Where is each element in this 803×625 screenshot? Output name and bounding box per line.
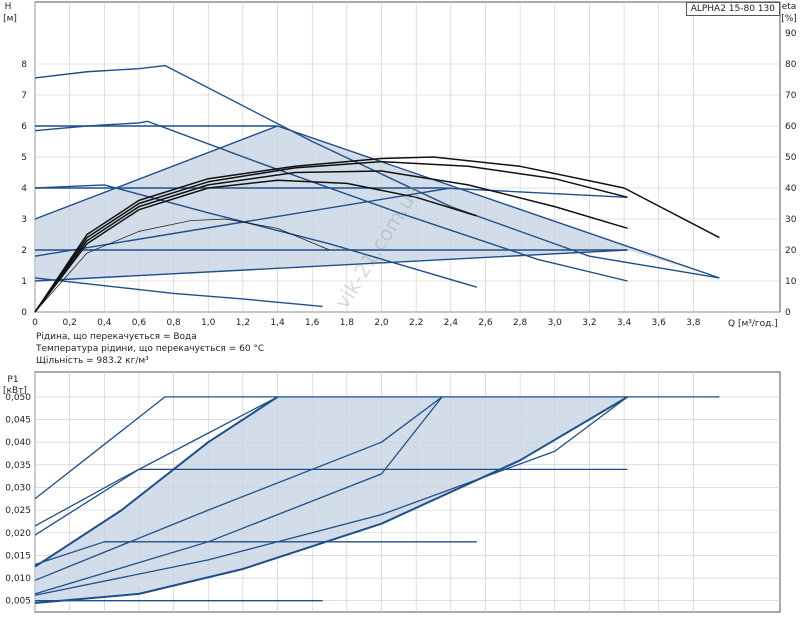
power-y-tick-label: 0,040 [5, 438, 31, 448]
power-y-tick-label: 0,050 [5, 393, 31, 403]
head-qh-curve [34, 277, 323, 308]
head-y2-tick-label: 60 [785, 122, 797, 132]
head-y2-tick-label: 40 [785, 184, 797, 194]
power-p1-curve [34, 396, 443, 581]
head-y2-tick-label: 0 [785, 308, 791, 318]
head-y-tick-label: 0 [21, 308, 27, 318]
head-x-tick-label: 3,2 [582, 318, 596, 328]
head-qh-curve [35, 187, 628, 198]
head-efficiency-curve [34, 170, 628, 313]
power-p1-curve [34, 396, 629, 604]
power-y-tick-label: 0,025 [5, 506, 31, 516]
power-p1-curve [34, 396, 443, 595]
head-y2-tick-label: 10 [785, 277, 797, 287]
head-y-tick-label: 8 [21, 60, 27, 70]
head-y2-tick-label: 30 [785, 215, 797, 225]
head-x-tick-label: 2,8 [513, 318, 528, 328]
head-efficiency-curve [34, 156, 720, 313]
head-x-tick-label: 1,4 [270, 318, 285, 328]
power-y-tick-label: 0,035 [5, 461, 31, 471]
head-y2-tick-label: 50 [785, 153, 797, 163]
head-x-tick-label: 0,4 [97, 318, 112, 328]
head-y-tick-label: 3 [21, 215, 27, 225]
head-x-tick-label: 2,2 [409, 318, 423, 328]
head-x-tick-label: 2,6 [478, 318, 493, 328]
head-x-tick-label: 1,0 [201, 318, 216, 328]
head-efficiency-curve [34, 218, 330, 313]
head-x-tick-label: 0,8 [166, 318, 181, 328]
head-operating-area [35, 126, 720, 281]
head-x-tick-label: 2,0 [374, 318, 389, 328]
head-y-axis-unit: [м] [3, 14, 17, 24]
head-x-tick-label: 3,0 [548, 318, 563, 328]
power-y-tick-label: 0,015 [5, 551, 31, 561]
head-qh-curve [34, 125, 278, 220]
head-y2-tick-label: 70 [785, 91, 797, 101]
head-x-tick-label: 2,4 [444, 318, 459, 328]
head-y-tick-label: 4 [21, 184, 27, 194]
power-y-tick-label: 0,005 [5, 597, 31, 607]
head-y-tick-label: 5 [21, 153, 27, 163]
power-y-tick-label: 0,030 [5, 483, 31, 493]
power-chart-panel: 0,005 0,010 0,015 0,020 0,025 0,030 0,035 0,040… [3, 371, 781, 613]
pump-model-title: ALPHA2 15-80 130 [685, 2, 780, 16]
power-p1-curve [34, 468, 628, 536]
power-p1-curve [34, 396, 278, 527]
head-qh-curve [34, 64, 720, 279]
head-qh-curve [277, 125, 720, 279]
head-y2-tick-label: 90 [785, 29, 797, 39]
head-y-tick-label: 6 [21, 122, 27, 132]
info-temperature: Температура рідини, що перекачується = 6… [36, 344, 265, 354]
head-y-tick-label: 1 [21, 277, 27, 287]
head-x-tick-label: 3,8 [686, 318, 701, 328]
head-y2-axis-unit: [%] [781, 14, 797, 24]
power-p1-curve [34, 396, 720, 500]
head-qh-curve [34, 249, 628, 282]
head-y-axis-label: H [5, 2, 12, 12]
head-chart-panel: 0 0,2 0,4 0,6 0,8 1,0 1,2 1,4 1,6 1,8 2,0 2,2 2,4 2,6… [3, 1, 797, 329]
head-x-tick-label: 3,6 [652, 318, 667, 328]
head-x-tick-label: 0 [32, 318, 38, 328]
power-p1-curve [34, 396, 279, 568]
power-y-axis-unit: [кВт] [3, 386, 27, 396]
power-p1-curve [34, 541, 477, 566]
info-liquid: Рідина, що перекачується = Вода [36, 332, 197, 342]
power-y-tick-label: 0,010 [5, 574, 31, 584]
power-y-tick-label: 0,020 [5, 529, 31, 539]
power-y-tick-label: 0,045 [5, 416, 31, 426]
head-x-tick-label: 3,4 [617, 318, 632, 328]
head-efficiency-curve [34, 160, 628, 313]
head-x-tick-label: 1,8 [340, 318, 355, 328]
power-y-axis-label: P1 [7, 375, 18, 385]
head-x-tick-label: 0,6 [132, 318, 147, 328]
head-x-tick-label: 1,2 [236, 318, 250, 328]
head-y2-tick-label: 20 [785, 246, 797, 256]
head-x-tick-label: 0,2 [62, 318, 76, 328]
power-p1-curve [34, 396, 628, 596]
head-y2-tick-label: 80 [785, 60, 797, 70]
head-efficiency-curve [34, 179, 478, 313]
head-x-axis-label: Q [м³/год.] [728, 319, 778, 329]
info-density: Щільність = 983.2 кг/м³ [36, 356, 149, 366]
head-y2-axis-label: eta [782, 2, 797, 12]
head-y-tick-label: 7 [21, 91, 27, 101]
head-y-tick-label: 2 [21, 246, 27, 256]
power-operating-area [35, 396, 628, 603]
head-x-tick-label: 1,6 [305, 318, 320, 328]
